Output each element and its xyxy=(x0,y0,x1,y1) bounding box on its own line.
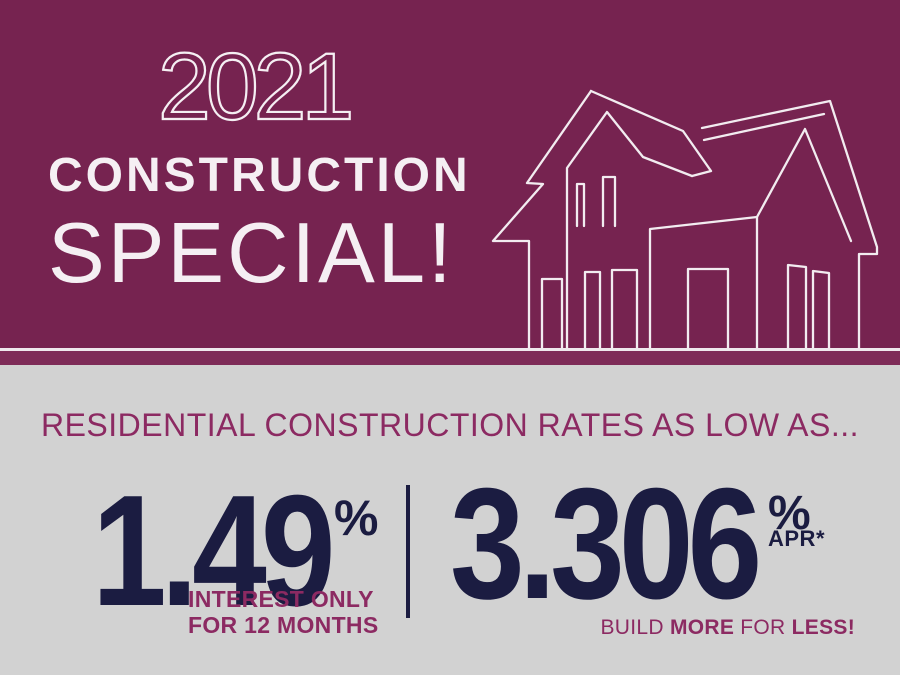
tagline-build: BUILD xyxy=(600,616,670,639)
separator-line xyxy=(0,348,900,351)
year-text: 2021 xyxy=(157,34,356,140)
tagline-for: FOR xyxy=(734,616,792,639)
banner-section: 2021 CONSTRUCTION SPECIAL! xyxy=(0,0,900,348)
banner-subtitle: SPECIAL! xyxy=(48,206,455,301)
rate-left-caption-line2: FOR 12 MONTHS xyxy=(188,612,379,638)
rate-left-value: 1.49 xyxy=(92,463,336,639)
tagline-less: LESS! xyxy=(791,616,855,639)
tagline-more: MORE xyxy=(669,616,735,639)
rate-right-value: 3.306 xyxy=(450,456,762,632)
rates-section-background xyxy=(0,365,900,675)
vertical-divider xyxy=(406,485,410,618)
rate-left-caption-line1: INTEREST ONLY xyxy=(188,586,374,612)
rates-headline: RESIDENTIAL CONSTRUCTION RATES AS LOW AS… xyxy=(40,407,860,443)
banner-title: CONSTRUCTION xyxy=(48,149,471,202)
rate-right-percent-sign: % xyxy=(768,487,811,540)
tagline: BUILD MORE FOR LESS! xyxy=(450,616,855,639)
purple-strip xyxy=(0,351,900,365)
rate-right-apr-label: APR* xyxy=(768,526,826,551)
rate-left-caption: INTEREST ONLY FOR 12 MONTHS xyxy=(188,586,378,638)
rate-left-percent-sign: % xyxy=(334,490,379,546)
